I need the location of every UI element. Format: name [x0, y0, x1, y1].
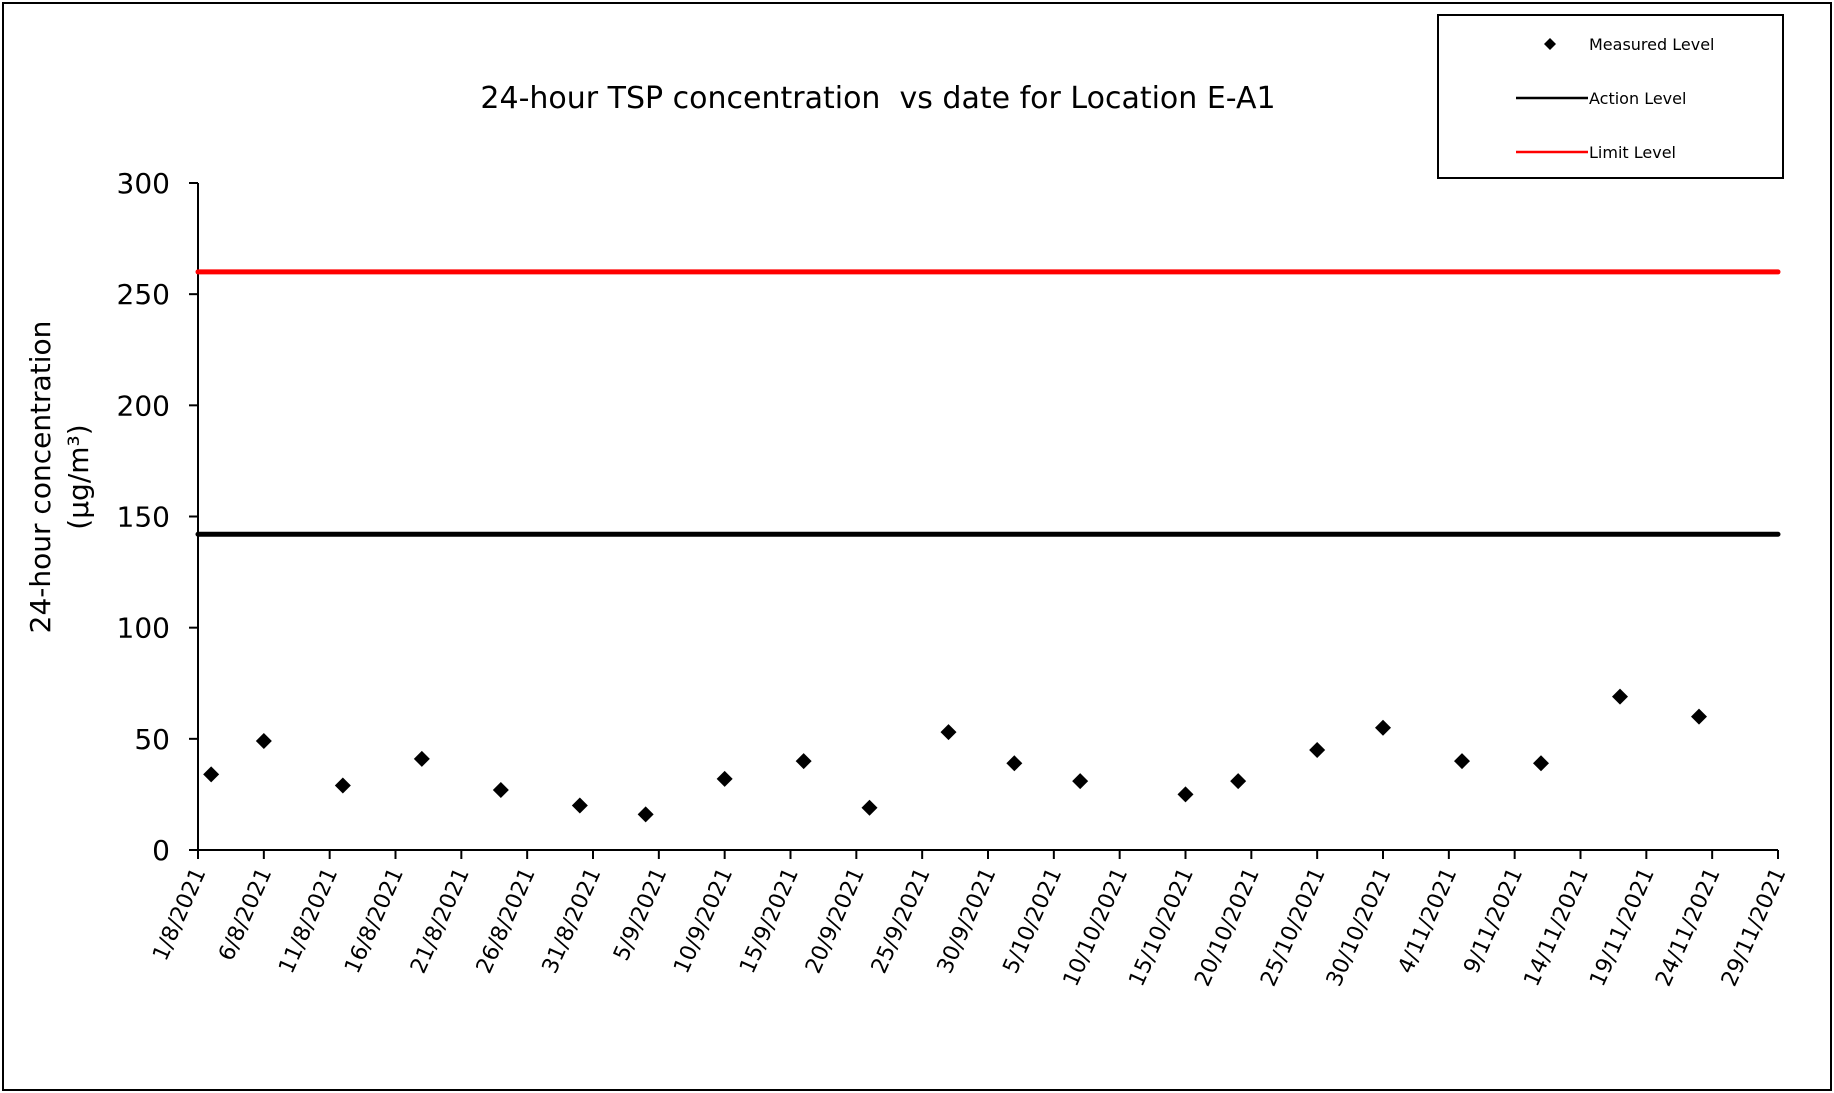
x-tick-label: 26/8/2021	[472, 864, 541, 977]
x-tick-label: 30/10/2021	[1322, 864, 1396, 990]
data-point	[1691, 708, 1707, 725]
x-tick-label: 10/9/2021	[669, 864, 738, 977]
data-point	[203, 766, 220, 783]
data-point	[940, 724, 957, 741]
data-point	[716, 770, 733, 787]
y-tick-label: 50	[134, 723, 170, 756]
chart-title: 24-hour TSP concentration vs date for Lo…	[480, 81, 1275, 116]
x-tick-label: 1/8/2021	[148, 864, 211, 964]
x-ticks: 1/8/2021 6/8/202111/8/202116/8/202121/8/2…	[148, 850, 1791, 990]
data-point	[637, 806, 654, 823]
y-tick-label: 0	[152, 834, 170, 867]
y-axis-unit: (μg/m³)	[62, 424, 95, 529]
x-tick-label: 29/11/2021	[1717, 864, 1791, 990]
x-tick-label: 19/11/2021	[1585, 864, 1659, 990]
y-tick-label: 100	[117, 612, 170, 645]
x-tick-label: 14/11/2021	[1520, 864, 1594, 990]
x-tick-label: 24/11/2021	[1651, 864, 1725, 990]
y-tick-label: 250	[117, 278, 170, 311]
reference-lines	[195, 269, 1781, 537]
data-point	[255, 733, 272, 750]
data-point	[1006, 755, 1023, 772]
y-ticks: 0 50 100 150 200 250 300	[117, 167, 198, 867]
data-point	[1230, 773, 1247, 790]
x-tick-label: 30/9/2021	[933, 864, 1002, 977]
x-tick-label: 21/8/2021	[406, 864, 475, 977]
data-point	[492, 781, 509, 798]
data-point	[1072, 773, 1089, 790]
data-point	[1454, 753, 1470, 770]
y-tick-label: 150	[117, 501, 170, 534]
data-point	[334, 777, 351, 794]
legend-box	[1437, 14, 1784, 179]
legend-swatch-measured-level	[1544, 38, 1556, 50]
data-points	[203, 688, 1707, 823]
legend-label: Limit Level	[1589, 143, 1676, 162]
axes	[197, 183, 1778, 851]
y-axis-label: 24-hour concentration	[24, 321, 57, 634]
x-tick-label: 10/10/2021	[1059, 864, 1133, 990]
data-point	[413, 750, 430, 767]
x-tick-label: 31/8/2021	[538, 864, 607, 977]
x-tick-label: 9/11/2021	[1459, 864, 1528, 977]
x-tick-label: 25/9/2021	[867, 864, 936, 977]
x-tick-label: 15/9/2021	[735, 864, 804, 977]
x-tick-label: 5/10/2021	[999, 864, 1068, 977]
legend-label: Action Level	[1589, 89, 1686, 108]
x-tick-label: 6/8/2021	[214, 864, 277, 964]
x-tick-label: 4/11/2021	[1394, 864, 1463, 977]
data-point	[795, 753, 812, 770]
data-point	[1309, 741, 1326, 758]
y-tick-label: 200	[117, 389, 170, 422]
y-axis-title: 24-hour concentration (μg/m³)	[24, 321, 95, 634]
x-tick-label: 25/10/2021	[1256, 864, 1330, 990]
data-point	[571, 797, 588, 814]
x-tick-label: 20/9/2021	[801, 864, 870, 977]
x-tick-label: 5/9/2021	[609, 864, 672, 964]
data-point	[861, 799, 878, 816]
legend: Measured Level Action Level Limit Level	[1437, 14, 1784, 179]
legend-label: Measured Level	[1589, 35, 1714, 54]
data-point	[1533, 755, 1549, 772]
x-tick-label: 20/10/2021	[1190, 864, 1264, 990]
data-point	[1177, 786, 1194, 803]
x-tick-label: 15/10/2021	[1125, 864, 1199, 990]
y-tick-label: 300	[117, 167, 170, 200]
x-tick-label: 16/8/2021	[340, 864, 409, 977]
data-point	[1612, 688, 1628, 705]
data-point	[1375, 719, 1391, 736]
x-tick-label: 11/8/2021	[274, 864, 343, 977]
